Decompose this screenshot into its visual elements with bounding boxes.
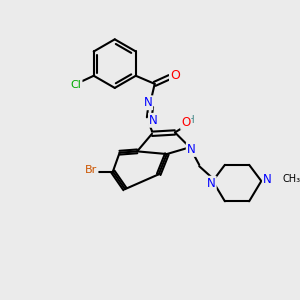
Text: N: N [149, 114, 158, 127]
Text: O: O [170, 69, 180, 82]
Text: Br: Br [85, 165, 98, 175]
Text: CH₃: CH₃ [283, 174, 300, 184]
Text: N: N [187, 143, 196, 156]
Text: H: H [187, 115, 195, 125]
Text: Cl: Cl [71, 80, 82, 90]
Text: N: N [263, 173, 272, 186]
Text: O: O [181, 116, 190, 129]
Text: N: N [207, 177, 216, 190]
Text: N: N [144, 96, 152, 109]
